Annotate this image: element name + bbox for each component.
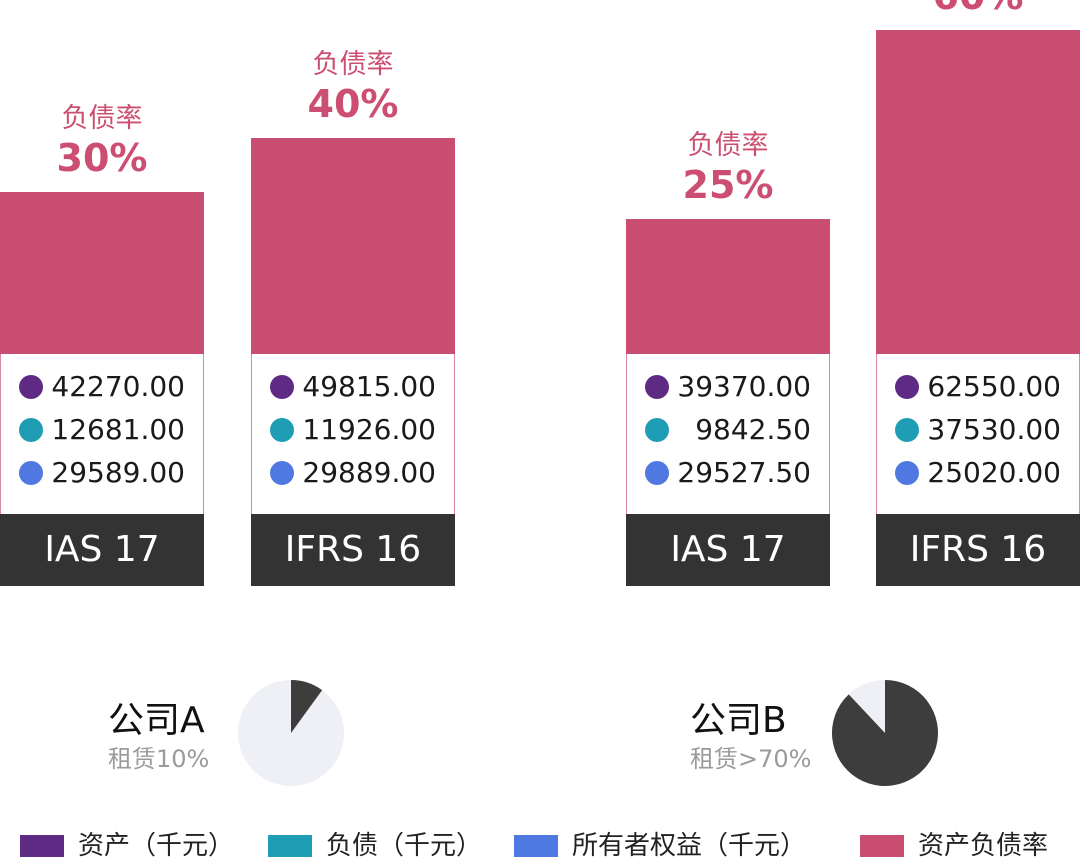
value-box: 39370.00 9842.50 29527.50 [626, 354, 830, 514]
legend-label: 资产（千元） [78, 831, 235, 861]
company-name: 公司B [690, 700, 787, 741]
assets-value: 49815.00 [302, 370, 436, 403]
legend-swatch-assets [20, 835, 64, 857]
ratio-value: 30% [56, 136, 148, 180]
value-row-equity: 29889.00 [252, 453, 454, 493]
equity-dot-icon [270, 461, 294, 485]
assets-dot-icon [645, 375, 669, 399]
equity-value: 29527.50 [677, 456, 811, 489]
value-row-assets: 42270.00 [1, 367, 203, 407]
lease-share-label: 租赁10% [108, 745, 210, 773]
ratio-value: 25% [682, 163, 774, 207]
legend-label: 所有者权益（千元） [572, 831, 807, 861]
liabilities-dot-icon [270, 418, 294, 442]
legend-swatch-equity [514, 835, 558, 857]
assets-value: 39370.00 [677, 370, 811, 403]
lease-share-label: 租赁>70% [690, 745, 812, 773]
legend-swatch-liabilities [268, 835, 312, 857]
ratio-bar [251, 138, 455, 354]
ratio-value: 40% [307, 82, 399, 126]
value-row-liabilities: 12681.00 [1, 410, 203, 450]
ratio-caption: 负债率 40% [251, 48, 455, 126]
pie-slice-lease [291, 680, 323, 733]
ratio-caption: 负债率 25% [626, 129, 830, 207]
liabilities-value: 37530.00 [927, 413, 1061, 446]
assets-dot-icon [270, 375, 294, 399]
lease-share-pie [238, 680, 344, 786]
value-row-equity: 29527.50 [627, 453, 829, 493]
ratio-label: 负债率 [61, 103, 143, 134]
pie-slice-lease [832, 680, 938, 786]
value-box: 42270.00 12681.00 29589.00 [0, 354, 204, 514]
value-row-equity: 25020.00 [877, 453, 1079, 493]
assets-dot-icon [19, 375, 43, 399]
equity-dot-icon [895, 461, 919, 485]
liabilities-value: 12681.00 [51, 413, 185, 446]
liabilities-dot-icon [895, 418, 919, 442]
value-row-liabilities: 9842.50 [627, 410, 829, 450]
liabilities-dot-icon [645, 418, 669, 442]
equity-value: 25020.00 [927, 456, 1061, 489]
value-row-equity: 29589.00 [1, 453, 203, 493]
ratio-caption: 负债率 30% [0, 102, 204, 180]
equity-dot-icon [645, 461, 669, 485]
assets-value: 62550.00 [927, 370, 1061, 403]
value-box: 62550.00 37530.00 25020.00 [876, 354, 1080, 514]
company-name: 公司A [108, 700, 205, 741]
ratio-bar [626, 219, 830, 354]
liabilities-value: 9842.50 [695, 413, 811, 446]
standard-label: IFRS 16 [251, 514, 455, 586]
value-box: 49815.00 11926.00 29889.00 [251, 354, 455, 514]
liabilities-dot-icon [19, 418, 43, 442]
ratio-value: 60% [876, 0, 1080, 18]
standard-label: IFRS 16 [876, 514, 1080, 586]
equity-dot-icon [19, 461, 43, 485]
standard-label: IAS 17 [0, 514, 204, 586]
value-row-assets: 62550.00 [877, 367, 1079, 407]
ratio-label: 负债率 [312, 49, 394, 80]
value-row-assets: 39370.00 [627, 367, 829, 407]
assets-dot-icon [895, 375, 919, 399]
assets-value: 42270.00 [51, 370, 185, 403]
ratio-caption: 负债率60% [876, 0, 1080, 18]
value-row-assets: 49815.00 [252, 367, 454, 407]
value-row-liabilities: 37530.00 [877, 410, 1079, 450]
liabilities-value: 11926.00 [302, 413, 436, 446]
legend-label: 资产负债率 [918, 831, 1049, 861]
equity-value: 29589.00 [51, 456, 185, 489]
legend-label: 负债（千元） [326, 831, 483, 861]
standard-label: IAS 17 [626, 514, 830, 586]
ratio-bar [0, 192, 204, 354]
legend-swatch-ratio [860, 835, 904, 857]
ratio-bar [876, 30, 1080, 354]
equity-value: 29889.00 [302, 456, 436, 489]
value-row-liabilities: 11926.00 [252, 410, 454, 450]
ratio-label: 负债率 [687, 130, 769, 161]
lease-share-pie [832, 680, 938, 786]
